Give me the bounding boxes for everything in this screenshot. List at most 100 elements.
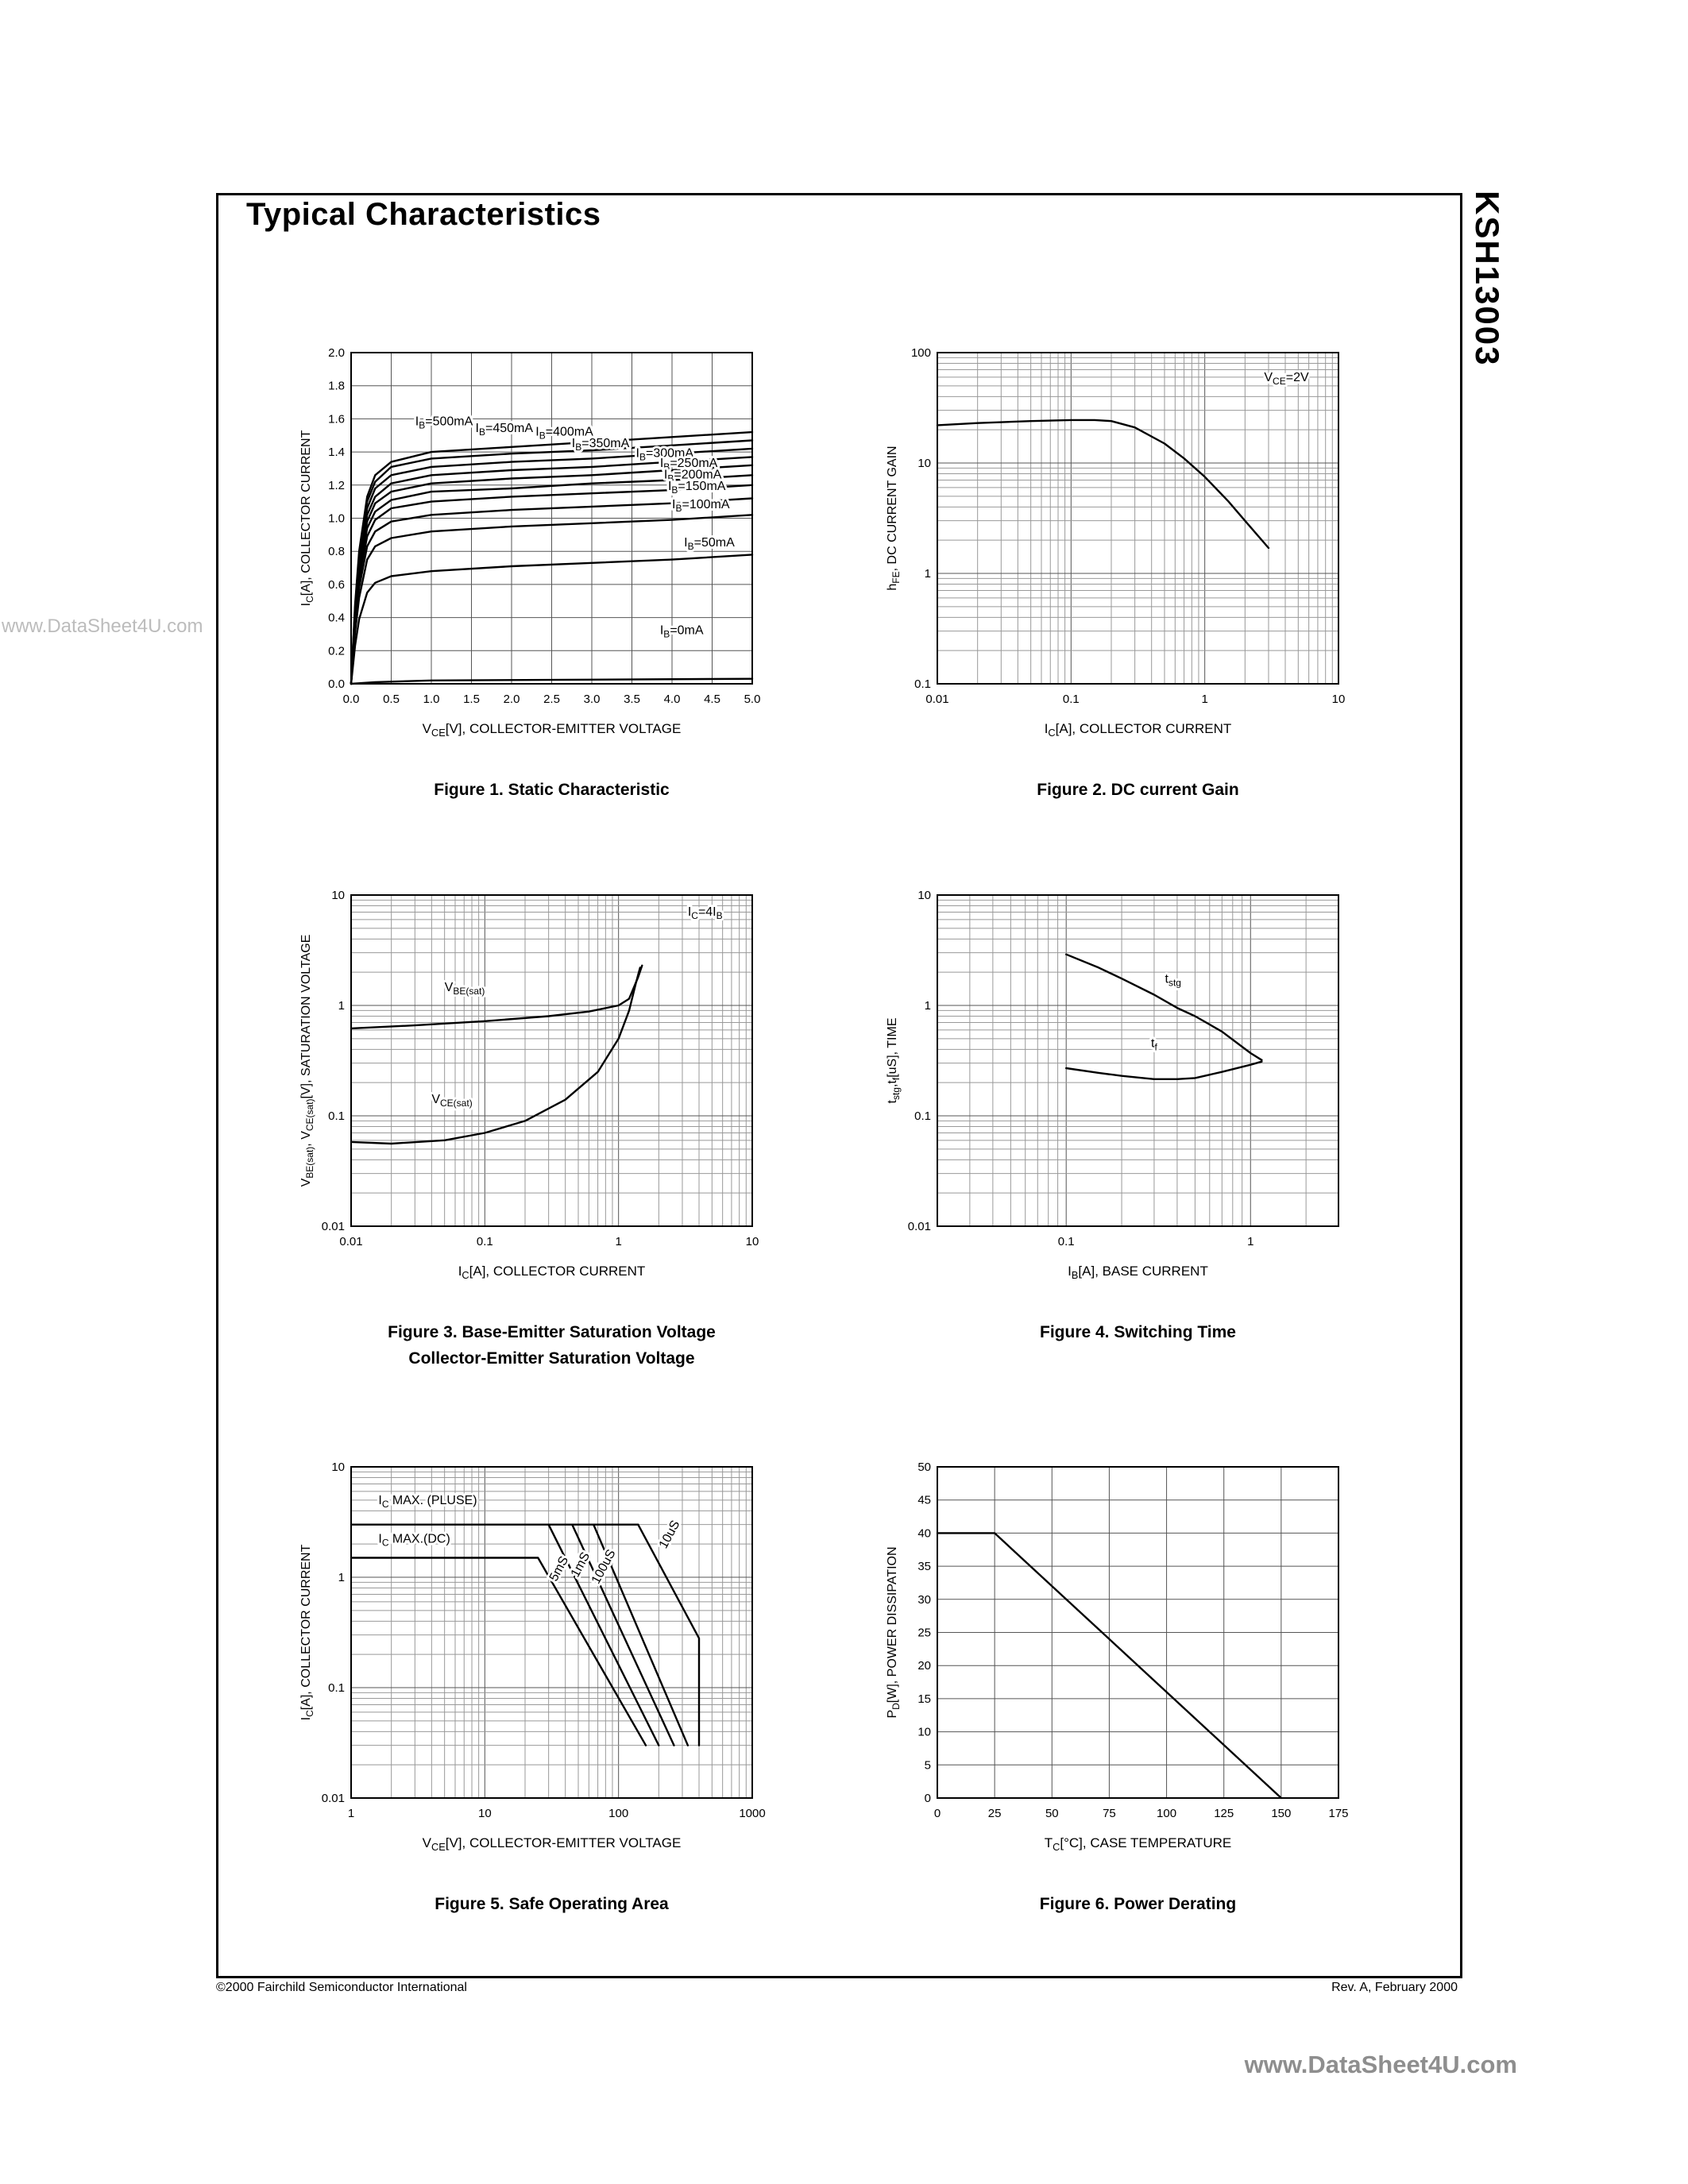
curve-label: IC MAX. (PLUSE) <box>378 1494 477 1510</box>
x-tick-label: 4.0 <box>664 693 681 706</box>
y-tick-label: 1 <box>925 567 931 581</box>
x-tick-label: 0.1 <box>1063 693 1080 706</box>
y-tick-label: 100 <box>911 346 931 360</box>
y-axis-title: VBE(sat), VCE(sat)[V], SATURATION VOLTAG… <box>299 935 315 1187</box>
y-tick-label: 1.2 <box>328 479 345 492</box>
series-VCE(sat) <box>350 967 641 1145</box>
y-tick-label: 15 <box>917 1692 931 1706</box>
figure-3-saturation-voltage: 0.01 0.1 1 10 0.01 0.1 1 10 IC=4IB IC=4IB VBE(sat)… <box>295 886 767 1372</box>
fig4-caption: Figure 4. Switching Time <box>1040 1323 1236 1341</box>
plot-frame <box>350 1466 753 1799</box>
figure-6-power-derating: 0 25 50 75 100 125 150 175 0 5 10 15 20 25 30 35 40 45 50 T… <box>882 1457 1353 1918</box>
x-tick-label: 10 <box>746 1235 759 1248</box>
curve-label: IB=50mA <box>684 536 735 552</box>
series-100uS <box>593 1523 689 1746</box>
y-tick-label: 30 <box>917 1593 931 1607</box>
y-tick-label: 10 <box>917 889 931 902</box>
curve-label: VBE(sat) <box>445 981 485 997</box>
part-number-vertical: KSH13003 <box>1469 191 1506 367</box>
curve-label: IB=500mA <box>415 415 473 431</box>
fig5-plot: 1 10 100 1000 0.01 0.1 1 10 IC MAX. (PLUSE) IC MA… <box>299 1461 766 1853</box>
x-tick-label: 0.1 <box>1058 1235 1075 1248</box>
footer-copyright: ©2000 Fairchild Semiconductor Internatio… <box>216 1981 467 1994</box>
curve-label: tf <box>1151 1036 1157 1052</box>
y-tick-label: 0.0 <box>328 677 345 691</box>
curve-label: IB=100mA <box>672 498 730 514</box>
x-axis-title: TC[°C], CASE TEMPERATURE <box>1045 1835 1231 1853</box>
curve-label: IC=4IB <box>688 905 723 921</box>
x-tick-label: 1 <box>348 1807 354 1820</box>
x-axis-title: IC[A], COLLECTOR CURRENT <box>1045 721 1232 739</box>
fig3-caption-line1: Figure 3. Base-Emitter Saturation Voltag… <box>388 1323 716 1341</box>
curve-label: 5mS <box>547 1554 571 1584</box>
curve-label: IC MAX.(DC) <box>378 1533 450 1549</box>
curve-label: VBE(sat) <box>445 981 485 997</box>
y-tick-label: 1.0 <box>328 512 345 526</box>
curve-label: tstg <box>1165 973 1181 989</box>
y-axis-title: IC[A], COLLECTOR CURRENT <box>299 1544 315 1720</box>
x-tick-label: 1 <box>1201 693 1207 706</box>
x-tick-label: 3.5 <box>624 693 640 706</box>
figure-2-dc-current-gain: 0.01 0.1 1 10 0.1 1 10 100 VCE=2V VCE=2V IC[A], CO… <box>882 343 1353 804</box>
fig2-caption: Figure 2. DC current Gain <box>1037 781 1239 799</box>
footer-revision: Rev. A, February 2000 <box>1331 1981 1458 1994</box>
series-VBE(sat) <box>350 964 643 1030</box>
curve-label: IB=400mA <box>535 425 593 441</box>
curve-label: IB=450mA <box>476 422 534 438</box>
x-tick-label: 150 <box>1271 1807 1291 1820</box>
fig3-plot: 0.01 0.1 1 100.010.1110IC=4IBIC=4IBVBE(sat)… <box>299 889 759 1281</box>
watermark-left: www.DataSheet4U.com <box>2 615 203 637</box>
x-tick-label: 0.5 <box>383 693 400 706</box>
x-tick-label: 75 <box>1103 1807 1116 1820</box>
x-tick-label: 10 <box>478 1807 492 1820</box>
y-tick-label: 0.01 <box>322 1792 345 1805</box>
x-tick-label: 100 <box>608 1807 628 1820</box>
y-tick-label: 10 <box>331 889 345 902</box>
curve-label: 10uS <box>657 1518 683 1551</box>
curve-label: IB=150mA <box>668 480 726 496</box>
x-tick-label: 1.0 <box>423 693 440 706</box>
figure-1-static-characteristic: 0.0 0.5 1.0 1.5 2.0 2.5 3.0 3.5 4.0 4.5 5.0 0.0 0.2 0… <box>295 343 767 804</box>
fig5-caption: Figure 5. Safe Operating Area <box>435 1895 669 1913</box>
curve-label: IB=300mA <box>636 446 694 462</box>
curve-label: IB=350mA <box>572 437 630 453</box>
curve-label: IB=200mA <box>664 468 722 484</box>
x-tick-label: 5.0 <box>744 693 761 706</box>
y-tick-label: 20 <box>917 1659 931 1673</box>
x-tick-label: 125 <box>1214 1807 1234 1820</box>
x-tick-label: 10 <box>1332 693 1346 706</box>
y-tick-label: 1 <box>338 1571 345 1584</box>
curve-label: VCE=2V <box>1264 371 1309 387</box>
y-tick-label: 1 <box>338 999 345 1013</box>
y-tick-label: 0.1 <box>914 677 931 691</box>
y-tick-label: 0.01 <box>908 1220 931 1233</box>
y-tick-label: 0.1 <box>328 1109 345 1123</box>
curve-label: IB=100mA <box>672 498 730 514</box>
y-tick-label: 0.1 <box>328 1681 345 1695</box>
x-tick-label: 3.0 <box>584 693 601 706</box>
series-10uS <box>637 1523 701 1746</box>
fig1-plot: 0.0 0.5 1.0 1.5 2.0 2.5 3.0 3.5 4.0 4.5 5.0 0.0 0.2 0… <box>299 346 761 739</box>
fig6-caption: Figure 6. Power Derating <box>1039 1895 1237 1913</box>
figure-5-safe-operating-area: 1 10 100 1000 0.01 0.1 1 10 IC MAX. (PLUSE) IC MA… <box>295 1457 767 1918</box>
y-tick-label: 1.8 <box>328 380 345 393</box>
y-tick-label: 1.6 <box>328 412 345 426</box>
x-tick-label: 175 <box>1328 1807 1348 1820</box>
curve-label: 100uS <box>589 1547 619 1586</box>
curve-label: IB=0mA <box>660 623 704 639</box>
x-axis-title: IB[A], BASE CURRENT <box>1068 1264 1208 1281</box>
y-axis-title: IC[A], COLLECTOR CURRENT <box>299 430 315 606</box>
series-IB=150mA <box>350 497 754 685</box>
plot-frame <box>937 894 1339 1227</box>
y-tick-label: 0.8 <box>328 545 345 558</box>
curve-label: VCE(sat) <box>431 1093 472 1109</box>
curve-label: IC MAX.(DC) <box>378 1533 450 1549</box>
series-hFE <box>936 419 1270 550</box>
curve-label: IB=350mA <box>572 437 630 453</box>
x-tick-label: 50 <box>1045 1807 1059 1820</box>
x-tick-label: 100 <box>1157 1807 1176 1820</box>
curve-label: IC MAX. (PLUSE) <box>378 1494 477 1510</box>
x-tick-label: 0 <box>934 1807 941 1820</box>
content-border <box>216 193 1462 1978</box>
x-axis-title: IC[A], COLLECTOR CURRENT <box>458 1264 646 1281</box>
